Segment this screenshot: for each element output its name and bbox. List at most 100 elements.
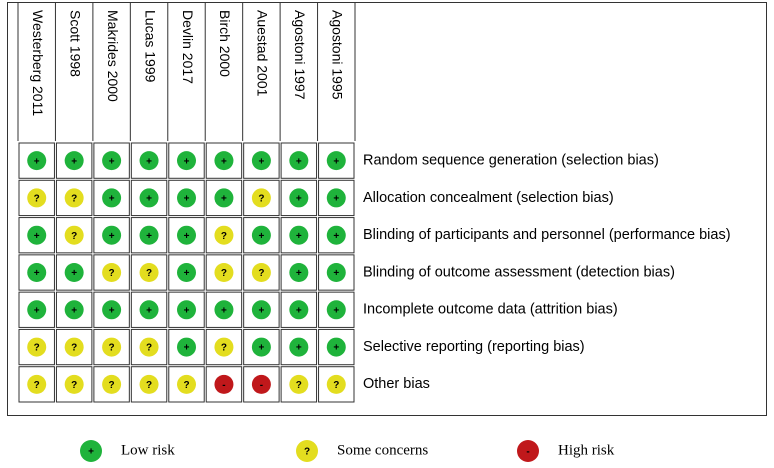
judgment-symbol: +: [184, 156, 190, 167]
judgment-dot: [27, 188, 47, 208]
judgment-symbol: +: [296, 343, 302, 354]
judgment-symbol: +: [333, 156, 339, 167]
study-label: Westerberg 2011: [30, 10, 46, 116]
judgment-symbol: +: [258, 343, 264, 354]
judgment-dot: [139, 225, 159, 245]
judgment-dot: [177, 300, 196, 320]
judgment-dot: [326, 151, 346, 171]
judgment-symbol: +: [109, 305, 115, 316]
study-label: Devlin 2017: [180, 10, 196, 84]
judgment-dot: [102, 225, 122, 245]
judgment-dot: [251, 300, 271, 320]
judgment-symbol: +: [296, 268, 302, 279]
judgment-dot: [214, 225, 234, 245]
judgment-symbol: +: [71, 156, 77, 167]
domain-label: Other bias: [363, 376, 430, 392]
judgment-dot: [64, 374, 84, 394]
judgment-symbol: +: [146, 305, 152, 316]
judgment-symbol: +: [221, 305, 227, 316]
legend-label: High risk: [558, 442, 615, 458]
judgment-symbol: +: [34, 231, 40, 242]
frame: [7, 2, 767, 416]
judgment-dot: [27, 300, 47, 320]
judgment-dot: [289, 337, 309, 357]
judgment-symbol: ?: [221, 231, 227, 242]
judgment-dot: [64, 151, 84, 171]
judgment-dot: [326, 337, 346, 357]
cell: [243, 142, 280, 179]
judgment-symbol: ?: [71, 231, 77, 242]
judgment-dot: [251, 263, 271, 282]
judgment-symbol: ?: [221, 268, 227, 279]
judgment-symbol: +: [34, 305, 40, 316]
judgment-symbol: ?: [34, 194, 40, 205]
judgment-symbol: +: [296, 156, 302, 167]
judgment-symbol: +: [333, 231, 339, 242]
cell: [18, 254, 55, 291]
study-label: Agostoni 1997: [292, 10, 308, 100]
judgment-symbol: +: [333, 305, 339, 316]
judgment-dot: [214, 374, 234, 394]
judgment-dot: [214, 337, 234, 357]
judgment-symbol: ?: [333, 380, 339, 391]
legend-dot: [80, 440, 102, 462]
judgment-symbol: +: [109, 231, 115, 242]
judgment-dot: [64, 300, 84, 320]
judgment-symbol: +: [109, 194, 115, 205]
judgment-dot: [102, 263, 122, 282]
study-label: Auestad 2001: [255, 10, 271, 97]
judgment-dot: [139, 151, 159, 171]
judgment-symbol: ?: [183, 380, 189, 391]
judgment-dot: [177, 151, 196, 171]
judgment-dot: [251, 151, 271, 171]
judgment-dot: [139, 337, 159, 357]
judgment-dot: [289, 225, 309, 245]
judgment-dot: [102, 300, 122, 320]
judgment-dot: [251, 337, 271, 357]
domain-label: Random sequence generation (selection bi…: [363, 152, 659, 168]
judgment-dot: [289, 374, 309, 394]
cell: [130, 217, 168, 254]
judgment-symbol: +: [258, 231, 264, 242]
judgment-dot: [64, 337, 84, 357]
study-label: Makrides 2000: [105, 10, 121, 102]
judgment-symbol: +: [184, 305, 190, 316]
judgment-dot: [251, 374, 271, 394]
judgment-dot: [139, 374, 159, 394]
judgment-dot: [326, 263, 346, 282]
judgment-symbol: +: [71, 268, 77, 279]
judgment-symbol: ?: [146, 268, 152, 279]
judgment-dot: [27, 337, 47, 357]
judgment-symbol: +: [333, 268, 339, 279]
judgment-dot: [27, 225, 47, 245]
cell: [18, 366, 55, 403]
judgment-dot: [139, 188, 159, 208]
domain-label: Incomplete outcome data (attrition bias): [363, 302, 618, 318]
judgment-symbol: +: [333, 194, 339, 205]
judgment-symbol: +: [184, 268, 190, 279]
study-label: Scott 1998: [67, 10, 83, 77]
judgment-symbol: ?: [296, 380, 302, 391]
legend-symbol: ?: [304, 447, 310, 458]
judgment-dot: [177, 374, 196, 394]
judgment-symbol: ?: [71, 380, 77, 391]
judgment-dot: [102, 151, 122, 171]
judgment-symbol: +: [296, 231, 302, 242]
judgment-dot: [289, 263, 309, 282]
judgment-dot: [102, 374, 122, 394]
judgment-symbol: +: [71, 305, 77, 316]
judgment-dot: [326, 188, 346, 208]
judgment-symbol: ?: [109, 268, 115, 279]
cell: [318, 328, 355, 366]
legend-dot: [296, 440, 318, 462]
judgment-symbol: +: [296, 305, 302, 316]
judgment-dot: [251, 225, 271, 245]
domain-label: Selective reporting (reporting bias): [363, 339, 585, 355]
judgment-symbol: ?: [34, 343, 40, 354]
judgment-symbol: ?: [71, 194, 77, 205]
judgment-symbol: ?: [109, 380, 115, 391]
judgment-dot: [214, 188, 234, 208]
judgment-symbol: ?: [146, 343, 152, 354]
judgment-dot: [214, 151, 234, 171]
domain-label: Blinding of outcome assessment (detectio…: [363, 264, 675, 280]
